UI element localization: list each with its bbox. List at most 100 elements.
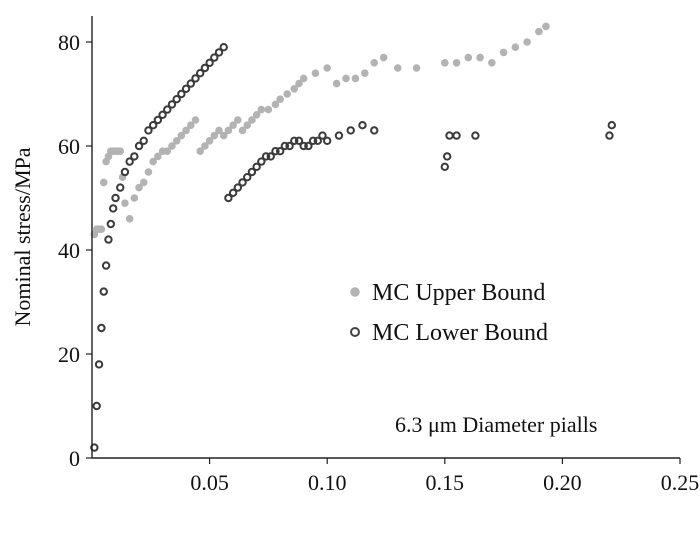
data-point bbox=[134, 141, 144, 151]
data-point bbox=[104, 235, 113, 244]
data-point bbox=[313, 136, 322, 146]
plot-points bbox=[90, 22, 616, 452]
data-point bbox=[361, 69, 369, 78]
data-point bbox=[148, 121, 158, 130]
data-point bbox=[168, 142, 176, 150]
data-point bbox=[210, 53, 219, 62]
data-point bbox=[186, 121, 195, 130]
data-point bbox=[116, 147, 125, 156]
data-point bbox=[488, 58, 496, 67]
data-point bbox=[200, 63, 210, 73]
y-tick-label: 20 bbox=[58, 342, 80, 367]
data-point bbox=[358, 121, 367, 130]
data-point bbox=[471, 131, 480, 140]
data-point bbox=[139, 136, 148, 146]
data-point bbox=[299, 74, 308, 83]
data-point bbox=[440, 162, 449, 172]
data-point bbox=[243, 173, 252, 182]
data-point bbox=[106, 219, 116, 229]
data-point bbox=[186, 79, 195, 88]
data-point bbox=[121, 199, 129, 208]
x-tick-label: 0.15 bbox=[426, 470, 465, 495]
data-point bbox=[542, 22, 550, 31]
data-point bbox=[135, 183, 143, 192]
data-point bbox=[181, 84, 191, 94]
data-point bbox=[177, 89, 186, 99]
data-point bbox=[248, 116, 256, 124]
data-point bbox=[97, 323, 106, 333]
data-point bbox=[196, 147, 204, 156]
y-tick-label: 40 bbox=[58, 238, 80, 263]
data-point bbox=[219, 131, 228, 140]
data-point bbox=[299, 141, 308, 151]
data-point bbox=[234, 116, 242, 124]
x-tick-label: 0.10 bbox=[308, 470, 347, 495]
data-point bbox=[116, 183, 125, 192]
data-point bbox=[177, 131, 186, 140]
data-point bbox=[257, 157, 266, 166]
data-point bbox=[201, 142, 209, 150]
data-point bbox=[154, 152, 162, 161]
data-point bbox=[238, 178, 247, 187]
data-point bbox=[323, 136, 332, 146]
data-point bbox=[247, 167, 257, 177]
data-point bbox=[535, 27, 543, 36]
data-point bbox=[276, 95, 284, 104]
data-point bbox=[97, 225, 106, 234]
data-point bbox=[264, 105, 273, 114]
data-point bbox=[252, 111, 261, 119]
data-point bbox=[280, 141, 290, 151]
y-axis-title: Nominal stress/MPa bbox=[10, 147, 35, 326]
data-point bbox=[149, 157, 157, 166]
data-point bbox=[153, 115, 163, 125]
y-tick-label: 0 bbox=[69, 446, 80, 471]
data-point bbox=[261, 152, 271, 161]
data-point bbox=[205, 137, 214, 145]
data-point bbox=[144, 126, 153, 135]
data-point bbox=[257, 105, 266, 114]
data-point bbox=[191, 116, 200, 124]
data-point bbox=[252, 162, 261, 172]
x-tick-label: 0.05 bbox=[190, 470, 229, 495]
data-point bbox=[125, 157, 134, 166]
data-point bbox=[295, 79, 303, 88]
data-point bbox=[215, 126, 223, 135]
data-point bbox=[351, 74, 360, 83]
series-lower-bound bbox=[90, 43, 616, 452]
data-point bbox=[125, 215, 134, 223]
data-point bbox=[318, 131, 327, 140]
data-point bbox=[228, 188, 238, 198]
data-point bbox=[172, 137, 181, 145]
data-point bbox=[210, 131, 219, 140]
x-tick-label: 0.20 bbox=[543, 470, 582, 495]
data-point bbox=[163, 147, 172, 156]
data-point bbox=[90, 443, 99, 452]
data-point bbox=[605, 131, 614, 140]
data-point bbox=[99, 287, 108, 296]
data-point bbox=[266, 152, 275, 161]
data-point bbox=[285, 141, 294, 151]
data-point bbox=[334, 131, 344, 140]
data-point bbox=[290, 136, 299, 146]
data-point bbox=[440, 58, 449, 67]
legend-item-lower: MC Lower Bound bbox=[350, 320, 548, 346]
data-point bbox=[243, 121, 252, 130]
data-point bbox=[445, 131, 454, 140]
data-point bbox=[99, 178, 108, 187]
data-point bbox=[167, 100, 177, 109]
data-point bbox=[111, 193, 120, 203]
data-point bbox=[229, 121, 237, 130]
data-point bbox=[130, 152, 139, 161]
data-point bbox=[163, 105, 172, 114]
x-ticks: 0.05 0.10 0.15 0.20 0.25 bbox=[190, 458, 699, 495]
data-point bbox=[158, 110, 167, 120]
legend-label-lower: MC Lower Bound bbox=[372, 320, 548, 346]
data-point bbox=[92, 401, 101, 411]
data-point bbox=[323, 64, 332, 72]
data-point bbox=[238, 126, 247, 135]
legend-marker-lower bbox=[350, 327, 360, 337]
data-point bbox=[290, 85, 299, 93]
data-point bbox=[139, 178, 148, 187]
data-point bbox=[332, 79, 341, 88]
